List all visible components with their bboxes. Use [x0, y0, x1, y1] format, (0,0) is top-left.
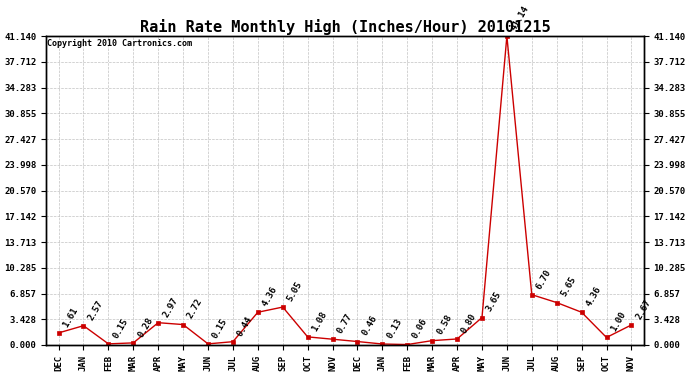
Text: 0.44: 0.44 [236, 314, 254, 338]
Text: 5.65: 5.65 [560, 275, 578, 298]
Text: 3.65: 3.65 [485, 290, 503, 314]
Text: 0.28: 0.28 [136, 316, 155, 339]
Text: 1.00: 1.00 [609, 310, 628, 333]
Text: 1.08: 1.08 [310, 310, 329, 333]
Text: 0.15: 0.15 [111, 316, 130, 340]
Text: 2.67: 2.67 [634, 298, 653, 321]
Text: 6.70: 6.70 [535, 267, 553, 291]
Text: Copyright 2010 Cartronics.com: Copyright 2010 Cartronics.com [48, 39, 193, 48]
Text: 2.57: 2.57 [86, 298, 105, 321]
Text: 0.46: 0.46 [360, 314, 379, 338]
Text: 0.80: 0.80 [460, 312, 478, 335]
Text: 4.36: 4.36 [261, 285, 279, 308]
Text: 2.72: 2.72 [186, 297, 204, 320]
Title: Rain Rate Monthly High (Inches/Hour) 20101215: Rain Rate Monthly High (Inches/Hour) 201… [139, 19, 551, 35]
Text: 0.15: 0.15 [211, 316, 229, 340]
Text: 1.61: 1.61 [61, 306, 80, 329]
Text: 0.06: 0.06 [410, 317, 428, 340]
Text: 5.05: 5.05 [286, 280, 304, 303]
Text: 0.58: 0.58 [435, 314, 453, 336]
Text: 0.77: 0.77 [335, 312, 354, 335]
Text: 2.97: 2.97 [161, 296, 179, 318]
Text: 0.13: 0.13 [385, 317, 404, 340]
Text: 41.14: 41.14 [510, 4, 531, 32]
Text: 4.36: 4.36 [584, 285, 603, 308]
